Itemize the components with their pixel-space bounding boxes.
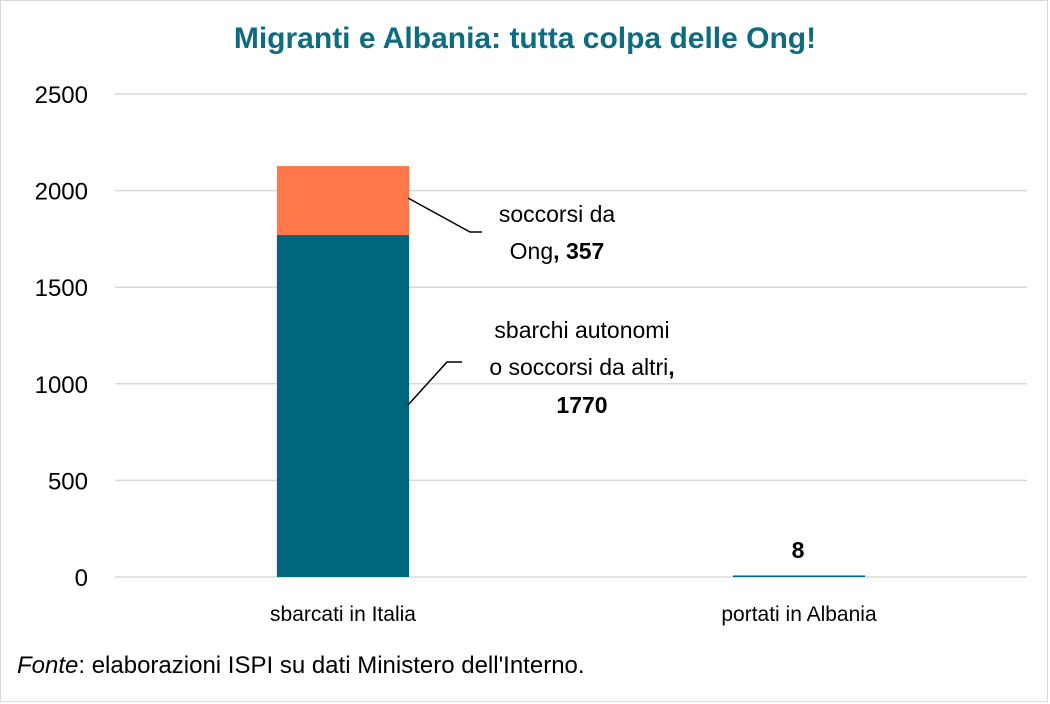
chart-title: Migranti e Albania: tutta colpa delle On… — [233, 22, 817, 55]
y-tick-label-1000: 1000 — [35, 372, 88, 399]
bar-ong-0 — [276, 166, 410, 236]
x-axis-labels: sbarcati in Italia portati in Albania — [270, 603, 877, 626]
source-label: Fonte — [17, 652, 79, 679]
y-tick-label-500: 500 — [48, 468, 88, 495]
gridlines — [115, 93, 1027, 578]
ong-value-label: 357 — [566, 238, 604, 264]
bars — [276, 166, 866, 577]
x-tick-label-0: sbarcati in Italia — [270, 603, 416, 626]
bar-autonomi-0 — [276, 235, 410, 577]
ong-label-line2: Ong, 357 — [510, 238, 605, 264]
ong-leader-line — [407, 197, 482, 233]
source-note: Fonte: elaborazioni ISPI su dati Ministe… — [17, 652, 585, 680]
y-tick-label-2500: 2500 — [35, 82, 88, 109]
y-tick-label-0: 0 — [75, 565, 88, 592]
source-text: : elaborazioni ISPI su dati Ministero de… — [78, 652, 585, 679]
auto-value-label: 1770 — [556, 392, 607, 418]
auto-leader-line — [407, 361, 462, 406]
annotations: soccorsi da Ong, 357 sbarchi autonomi o … — [407, 197, 805, 563]
y-tick-label-2000: 2000 — [35, 179, 88, 206]
ong-label-line1: soccorsi da — [499, 201, 616, 227]
albania-value-label: 8 — [792, 537, 805, 563]
x-tick-label-1: portati in Albania — [721, 603, 877, 626]
bar-autonomi-1 — [732, 575, 866, 577]
y-tick-label-1500: 1500 — [35, 275, 88, 302]
auto-label-line1: sbarchi autonomi — [494, 317, 669, 343]
y-axis-ticks: 0 500 1000 1500 2000 2500 — [35, 82, 88, 592]
auto-label-line2: o soccorsi da altri, — [489, 354, 674, 380]
